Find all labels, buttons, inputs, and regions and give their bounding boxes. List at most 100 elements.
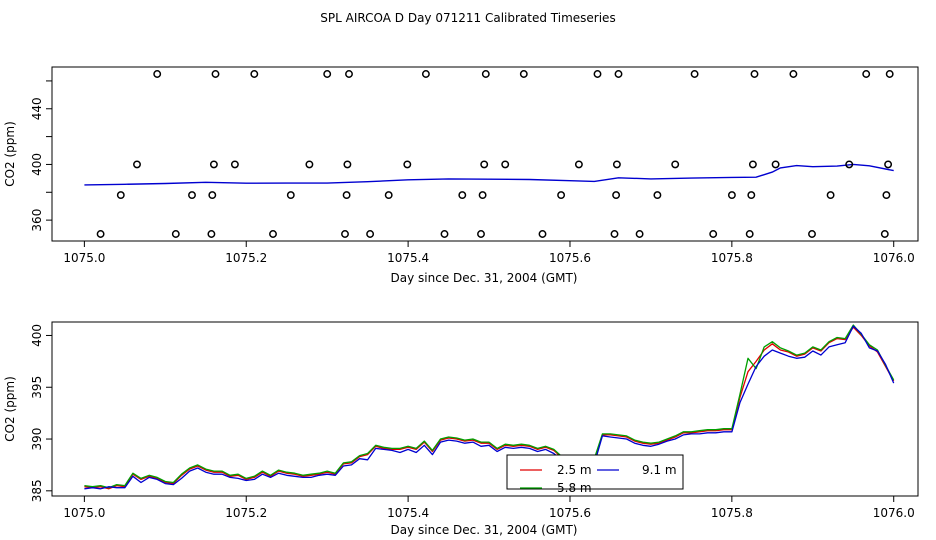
legend: 2.5 m 9.1 m 5.8 m bbox=[506, 454, 684, 495]
legend-label-5-8m: 5.8 m bbox=[557, 481, 592, 495]
top-marker-circle bbox=[116, 191, 125, 200]
bottom-series bbox=[84, 324, 895, 490]
top-marker-circle bbox=[153, 70, 162, 78]
top-marker-circle bbox=[862, 70, 871, 78]
top-marker-circle bbox=[610, 230, 619, 238]
top-marker-circle bbox=[808, 230, 816, 238]
top-marker-circle bbox=[250, 70, 259, 78]
top-marker-circle bbox=[384, 191, 393, 200]
top-x-tick-label: 1075.6 bbox=[549, 251, 591, 265]
top-marker-circle bbox=[771, 160, 780, 169]
series-line-5-8m bbox=[84, 324, 895, 489]
top-marker-circle bbox=[845, 160, 854, 169]
bottom-x-tick-label: 1075.4 bbox=[387, 506, 429, 520]
bottom-y-tick-label: 395 bbox=[30, 376, 44, 399]
top-marker-circle bbox=[478, 191, 487, 200]
legend-label-9-1m: 9.1 m bbox=[642, 463, 677, 477]
bottom-y-tick-label: 385 bbox=[30, 479, 44, 502]
top-marker-circle bbox=[727, 191, 736, 200]
top-x-tick-label: 1076.0 bbox=[873, 251, 915, 265]
top-plot-frame bbox=[51, 66, 919, 242]
top-marker-circle bbox=[745, 230, 754, 238]
top-y-axis-label: CO2 (ppm) bbox=[3, 121, 17, 187]
top-marker-circle bbox=[477, 230, 485, 238]
top-marker-circle bbox=[884, 160, 893, 169]
top-marker-circle bbox=[880, 230, 889, 238]
top-x-tick-label: 1075.0 bbox=[63, 251, 105, 265]
top-marker-circle bbox=[612, 191, 621, 200]
top-marker-circle bbox=[421, 70, 430, 78]
top-marker-circle bbox=[458, 191, 467, 200]
top-marker-circle bbox=[403, 160, 412, 169]
top-x-tick-label: 1075.2 bbox=[225, 251, 267, 265]
top-marker-circle bbox=[286, 191, 295, 200]
top-co2-line bbox=[84, 163, 894, 186]
bottom-x-tick-label: 1075.8 bbox=[711, 506, 753, 520]
legend-label-2-5m: 2.5 m bbox=[557, 463, 592, 477]
top-marker-circle bbox=[635, 230, 644, 238]
bottom-plot-frame bbox=[51, 321, 919, 497]
top-y-tick-label: 360 bbox=[30, 209, 44, 232]
top-marker-circle bbox=[501, 160, 510, 169]
top-marker-circle bbox=[440, 230, 449, 238]
top-marker-circle bbox=[885, 70, 894, 78]
top-marker-circle bbox=[208, 191, 217, 200]
bottom-y-axis-label: CO2 (ppm) bbox=[3, 376, 17, 442]
top-marker-circle bbox=[230, 160, 239, 169]
top-marker-circle bbox=[614, 70, 623, 78]
top-marker-circle bbox=[171, 230, 180, 238]
top-marker-circle bbox=[209, 160, 218, 169]
bottom-y-tick-label: 400 bbox=[30, 324, 44, 347]
top-marker-circle bbox=[96, 230, 105, 238]
top-marker-circle bbox=[481, 70, 490, 78]
bottom-panel: 1075.0 1075.2 1075.4 1075.6 1075.8 1076.0 385… bbox=[3, 321, 919, 537]
top-x-axis-label: Day since Dec. 31, 2004 (GMT) bbox=[391, 271, 578, 285]
top-x-tick-label: 1075.4 bbox=[387, 251, 429, 265]
top-markers bbox=[96, 70, 894, 238]
top-marker-circle bbox=[690, 70, 699, 78]
top-marker-circle bbox=[750, 70, 759, 78]
bottom-x-tick-label: 1075.6 bbox=[549, 506, 591, 520]
top-marker-circle bbox=[211, 70, 220, 78]
legend-box bbox=[506, 454, 684, 490]
top-marker-circle bbox=[188, 191, 196, 200]
top-marker-circle bbox=[709, 230, 718, 238]
bottom-x-tick-label: 1075.0 bbox=[63, 506, 105, 520]
top-marker-circle bbox=[747, 191, 756, 200]
top-x-tick-label: 1075.8 bbox=[711, 251, 753, 265]
top-marker-circle bbox=[671, 160, 680, 169]
bottom-y-axis: 385 390 395 400 bbox=[30, 324, 52, 502]
bottom-x-tick-label: 1075.2 bbox=[225, 506, 267, 520]
top-marker-circle bbox=[882, 191, 891, 200]
bottom-x-axis: 1075.0 1075.2 1075.4 1075.6 1075.8 1076.0 bbox=[63, 496, 915, 520]
bottom-y-tick-label: 390 bbox=[30, 428, 44, 451]
top-marker-circle bbox=[748, 160, 757, 169]
bottom-x-axis-label: Day since Dec. 31, 2004 (GMT) bbox=[391, 523, 578, 537]
top-marker-circle bbox=[480, 160, 489, 169]
top-marker-circle bbox=[345, 70, 353, 78]
top-marker-circle bbox=[133, 160, 141, 169]
top-marker-circle bbox=[826, 191, 835, 200]
series-line-2-5m bbox=[84, 326, 895, 490]
top-marker-circle bbox=[538, 230, 547, 238]
top-marker-circle bbox=[612, 160, 621, 169]
bottom-x-tick-label: 1076.0 bbox=[873, 506, 915, 520]
top-marker-circle bbox=[574, 160, 583, 169]
top-x-axis: 1075.0 1075.2 1075.4 1075.6 1075.8 1076.0 bbox=[63, 241, 915, 265]
top-marker-circle bbox=[593, 70, 602, 78]
top-series bbox=[84, 163, 894, 186]
top-marker-circle bbox=[342, 191, 351, 200]
top-marker-circle bbox=[207, 230, 216, 238]
top-y-tick-label: 440 bbox=[30, 97, 44, 120]
figure-title: SPL AIRCOA D Day 071211 Calibrated Times… bbox=[320, 11, 615, 25]
top-marker-circle bbox=[789, 70, 798, 78]
series-line-9-1m bbox=[84, 325, 895, 490]
top-marker-circle bbox=[557, 191, 566, 200]
top-marker-circle bbox=[343, 160, 352, 169]
top-panel: 1075.0 1075.2 1075.4 1075.6 1075.8 1076.0 360… bbox=[3, 66, 919, 285]
top-y-axis: 360 400 440 bbox=[30, 80, 52, 232]
top-marker-circle bbox=[323, 70, 332, 78]
top-marker-circle bbox=[341, 230, 349, 238]
top-marker-circle bbox=[305, 160, 314, 169]
